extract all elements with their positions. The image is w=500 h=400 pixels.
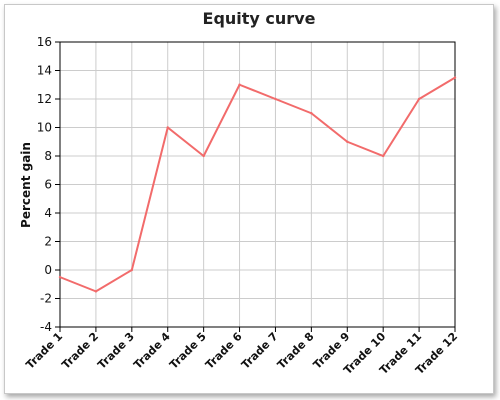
x-tick-label: Trade 8: [275, 330, 317, 372]
data-point: [274, 97, 277, 101]
x-tick-label: Trade 6: [203, 330, 245, 372]
y-tick-label: 0: [44, 263, 52, 277]
x-tick-label: Trade 5: [167, 330, 209, 372]
data-point: [166, 126, 169, 129]
y-tick-label: -2: [40, 292, 52, 306]
y-tick-label: 6: [44, 178, 52, 192]
chart-frame: [4, 4, 494, 394]
data-point: [94, 290, 98, 293]
y-tick-label: 8: [44, 149, 52, 163]
chart-title: Equity curve: [203, 9, 316, 28]
y-tick-label: 12: [37, 92, 52, 106]
x-tick-label: Trade 7: [239, 330, 281, 372]
plot-area: [59, 41, 456, 328]
grid: [59, 41, 456, 328]
x-tick-label: Trade 3: [95, 330, 137, 372]
data-point: [417, 97, 421, 101]
y-axis-ticks: -4 -2 0 2 4 6 8 10 12 14 16: [37, 35, 60, 334]
series-group: [58, 76, 457, 293]
y-tick-label: 2: [44, 235, 52, 249]
data-point: [381, 154, 385, 158]
data-point: [453, 76, 457, 79]
y-tick-label: 4: [44, 206, 52, 220]
data-point: [130, 268, 134, 272]
data-point: [310, 112, 313, 115]
data-point: [238, 83, 241, 86]
y-tick-label: 14: [37, 64, 52, 78]
y-tick-label: 10: [37, 121, 52, 135]
data-point: [58, 275, 62, 279]
y-axis-label: Percent gain: [19, 142, 33, 228]
y-tick-label: 16: [37, 35, 52, 49]
x-tick-label: Trade 1: [23, 330, 65, 372]
data-point: [346, 140, 349, 143]
series-line: [59, 76, 456, 293]
x-tick-label: Trade 4: [131, 330, 173, 372]
data-point: [202, 154, 205, 158]
y-tick-label: -4: [40, 320, 52, 334]
x-tick-label: Trade 2: [59, 330, 101, 372]
